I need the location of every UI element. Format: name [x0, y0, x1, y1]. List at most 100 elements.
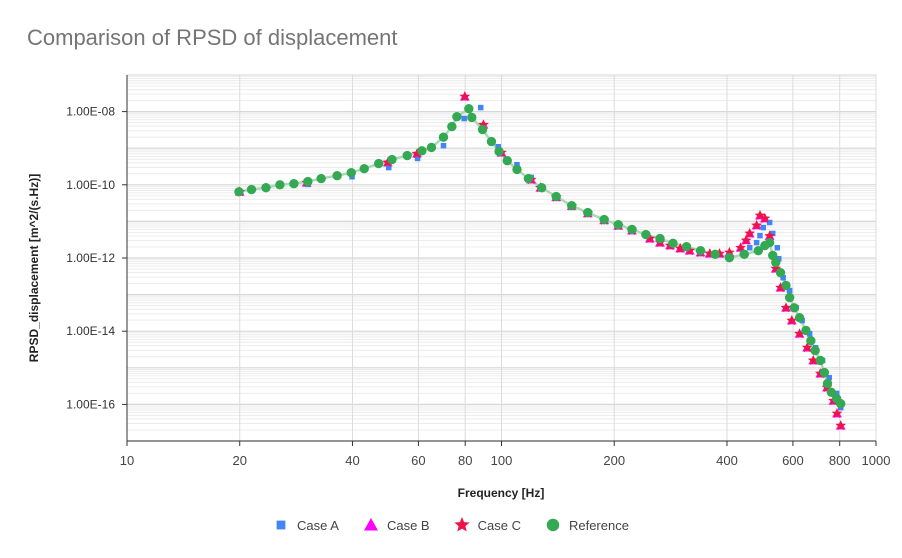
reference-point: [536, 183, 547, 193]
reference-point: [477, 124, 488, 135]
case-c-point: [735, 242, 746, 253]
case-c-point: [831, 407, 843, 419]
reference-point: [486, 136, 497, 147]
reference-point: [789, 303, 799, 313]
reference-point: [599, 214, 609, 225]
case-c-point: [794, 328, 805, 339]
case-a-point: [826, 374, 832, 381]
reference-point: [417, 146, 427, 156]
reference-point: [771, 257, 781, 268]
reference-point: [668, 238, 678, 249]
reference-point: [246, 184, 257, 195]
square-marker-icon: [276, 520, 286, 530]
x-axis-label: Frequency [Hz]: [457, 486, 545, 500]
case-a-point: [386, 164, 392, 171]
case-c-point: [674, 242, 686, 253]
reference-point: [234, 187, 244, 197]
legend-item-case-c[interactable]: Case C: [454, 517, 521, 533]
reference-point: [447, 121, 457, 132]
legend-label: Reference: [568, 517, 629, 533]
y-axis-label: RPSD_displacement [m^2/(s.Hz)]: [27, 173, 41, 363]
chart-title: Comparison of RPSD of displacement: [27, 25, 398, 50]
case-c-point: [786, 315, 798, 326]
reference-point: [289, 179, 299, 189]
reference-point: [316, 173, 326, 184]
x-tick-label: 1000: [862, 453, 891, 468]
y-tick-label: 1.00E-12: [66, 251, 115, 265]
case-c-point: [775, 282, 786, 293]
reference-point: [794, 312, 805, 323]
reference-point: [710, 249, 720, 260]
legend-label: Case A: [297, 517, 339, 533]
case-a-point: [440, 142, 447, 149]
case-c-point: [411, 148, 423, 159]
reference-point: [567, 200, 577, 211]
reference-point: [523, 173, 534, 184]
reference-point: [346, 168, 356, 178]
reference-point: [724, 252, 735, 263]
case-a-point: [806, 331, 813, 337]
case-a-point: [774, 245, 781, 251]
reference-point: [806, 336, 816, 346]
reference-point: [781, 280, 791, 291]
reference-point: [583, 207, 593, 218]
legend-item-case-b[interactable]: Case B: [363, 517, 430, 533]
y-tick-label: 1.00E-16: [66, 397, 115, 411]
reference-point: [261, 183, 271, 193]
reference-point: [655, 233, 665, 244]
reference-point: [764, 237, 775, 248]
legend-item-case-a[interactable]: Case A: [273, 517, 339, 533]
legend-label: Case C: [477, 517, 521, 533]
case-a-point: [833, 390, 840, 397]
x-tick-label: 60: [411, 453, 425, 468]
case-c-point: [780, 302, 792, 313]
reference-point: [502, 155, 512, 166]
reference-point: [822, 378, 833, 389]
case-c-point: [704, 248, 716, 259]
x-tick-label: 400: [716, 453, 738, 468]
legend-marker: [363, 518, 378, 531]
case-a-point: [753, 239, 760, 246]
case-a-point: [769, 230, 776, 237]
y-tick-label: 1.00E-14: [66, 324, 115, 338]
case-c-point: [807, 354, 819, 365]
legend-marker: [454, 517, 470, 532]
case-c-point: [744, 227, 755, 238]
case-c-point: [801, 342, 813, 353]
case-a-point: [495, 143, 501, 150]
reference-point: [801, 325, 811, 336]
case-c-point: [740, 234, 752, 245]
reference-point: [826, 387, 837, 398]
reference-point: [739, 249, 749, 260]
case-a-point: [786, 287, 793, 294]
case-a-point: [776, 255, 782, 262]
case-a-point: [757, 232, 763, 239]
x-tick-label: 200: [603, 453, 625, 468]
reference-point: [426, 142, 437, 153]
case-c-point: [835, 420, 846, 431]
legend-marker: [546, 518, 560, 532]
reference-point: [695, 246, 706, 256]
star-marker-icon: [454, 517, 470, 532]
x-tick-label: 40: [345, 453, 359, 468]
case-a-point: [414, 155, 421, 162]
reference-point: [494, 146, 504, 157]
case-c-point: [764, 230, 775, 241]
reference-point: [452, 112, 462, 122]
reference-point: [512, 164, 522, 175]
x-tick-label: 600: [782, 453, 804, 468]
case-c-point: [759, 212, 771, 223]
reference-point: [836, 398, 846, 409]
case-a-point: [477, 104, 484, 111]
legend-item-reference[interactable]: Reference: [545, 517, 629, 533]
reference-point: [275, 180, 285, 190]
reference-point: [551, 191, 561, 202]
reference-point: [303, 176, 313, 187]
circle-marker-icon: [546, 518, 560, 532]
case-a-point: [760, 224, 767, 231]
case-c-point: [751, 219, 762, 230]
case-a-point: [766, 219, 773, 226]
case-c-point: [459, 91, 471, 102]
reference-point: [387, 154, 397, 165]
